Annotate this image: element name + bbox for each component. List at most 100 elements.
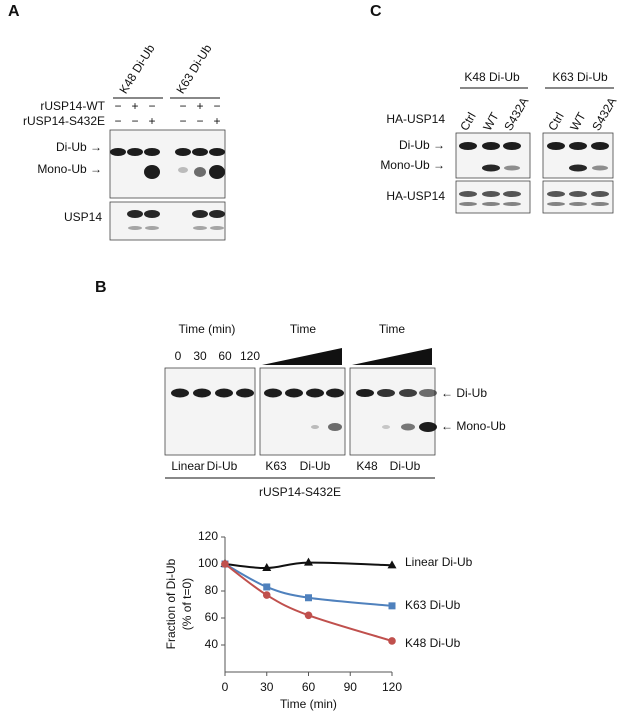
band — [144, 148, 160, 156]
label: Mono-Ub → — [37, 162, 102, 176]
band — [194, 167, 206, 177]
column-header: K48 Di-Ub — [464, 70, 520, 84]
label: Di-Ub — [300, 459, 331, 473]
band — [569, 191, 587, 197]
time: 60 — [218, 349, 232, 363]
band — [419, 389, 437, 397]
band — [547, 142, 565, 150]
x-tick-label: 60 — [302, 680, 316, 694]
time-wedge — [352, 348, 432, 365]
label: rUSP14-S432E — [259, 485, 341, 499]
band — [482, 191, 500, 197]
label: HA-USP14 — [386, 112, 445, 126]
band — [192, 210, 208, 218]
band — [569, 202, 587, 206]
lane-label: Ctrl — [545, 110, 566, 133]
row-label: rUSP14-WT — [40, 99, 105, 113]
marker — [305, 594, 312, 602]
band — [192, 148, 208, 156]
band — [569, 142, 587, 150]
sign: − — [114, 99, 121, 113]
label: USP14 — [64, 210, 102, 224]
band — [569, 164, 587, 172]
time: 0 — [175, 349, 182, 363]
band — [326, 388, 344, 398]
band — [591, 142, 609, 150]
band — [547, 202, 565, 206]
marker — [304, 557, 313, 566]
series-label: K48 Di-Ub — [405, 636, 461, 650]
row-label: rUSP14-S432E — [23, 114, 105, 128]
column-header: K63 Di-Ub — [552, 70, 608, 84]
y-axis-title: (% of t=0) — [180, 578, 194, 630]
column-header: K63 Di-Ub — [173, 42, 214, 97]
lane-label: S432A — [501, 95, 531, 133]
band — [171, 388, 189, 398]
label: Time (min) — [179, 322, 236, 336]
band — [419, 422, 437, 432]
label: Mono-Ub → — [380, 158, 445, 172]
band — [209, 165, 225, 179]
x-tick-label: 30 — [260, 680, 274, 694]
blot — [259, 367, 346, 456]
sign: + — [131, 99, 138, 113]
band — [377, 389, 395, 397]
series-line — [224, 563, 393, 642]
band — [382, 425, 390, 429]
band — [591, 191, 609, 197]
blot — [455, 180, 531, 214]
blot — [109, 129, 226, 199]
band — [210, 226, 224, 230]
band — [503, 142, 521, 150]
marker — [221, 560, 229, 568]
x-tick-label: 90 — [344, 680, 358, 694]
sign: − — [179, 114, 186, 128]
label: B — [95, 279, 107, 296]
band — [328, 423, 342, 431]
label: K48 — [356, 459, 378, 473]
band — [399, 389, 417, 397]
band — [591, 202, 609, 206]
marker — [262, 563, 272, 572]
band — [459, 191, 477, 197]
label: C — [370, 3, 382, 20]
band — [482, 202, 500, 206]
band — [285, 388, 303, 398]
lane-label: Ctrl — [457, 110, 478, 133]
x-tick-label: 0 — [222, 680, 229, 694]
series-label: K63 Di-Ub — [405, 598, 461, 612]
y-tick-label: 80 — [205, 583, 219, 597]
sign: + — [213, 114, 220, 128]
time: 30 — [193, 349, 207, 363]
x-axis-title: Time (min) — [280, 697, 337, 711]
label: Di-Ub — [390, 459, 421, 473]
band — [144, 165, 160, 179]
series-line — [224, 561, 393, 570]
band — [547, 191, 565, 197]
time: 120 — [240, 349, 260, 363]
sign: + — [196, 99, 203, 113]
label: Linear — [171, 459, 204, 473]
band — [482, 164, 500, 172]
band — [311, 425, 319, 429]
band — [127, 148, 143, 156]
lane-label: S432A — [589, 95, 617, 133]
x-tick-label: 120 — [382, 680, 402, 694]
band — [178, 167, 188, 173]
marker — [304, 611, 313, 620]
sign: − — [131, 114, 138, 128]
band — [144, 210, 160, 218]
y-tick-label: 100 — [198, 556, 218, 570]
y-tick-label: 120 — [198, 529, 218, 543]
blot — [109, 201, 226, 241]
band — [482, 142, 500, 150]
marker — [387, 560, 397, 569]
label: K63 — [265, 459, 287, 473]
band — [503, 191, 521, 197]
blot — [542, 180, 614, 214]
band — [401, 423, 415, 431]
series-label: Linear Di-Ub — [405, 555, 473, 569]
band — [236, 388, 254, 398]
